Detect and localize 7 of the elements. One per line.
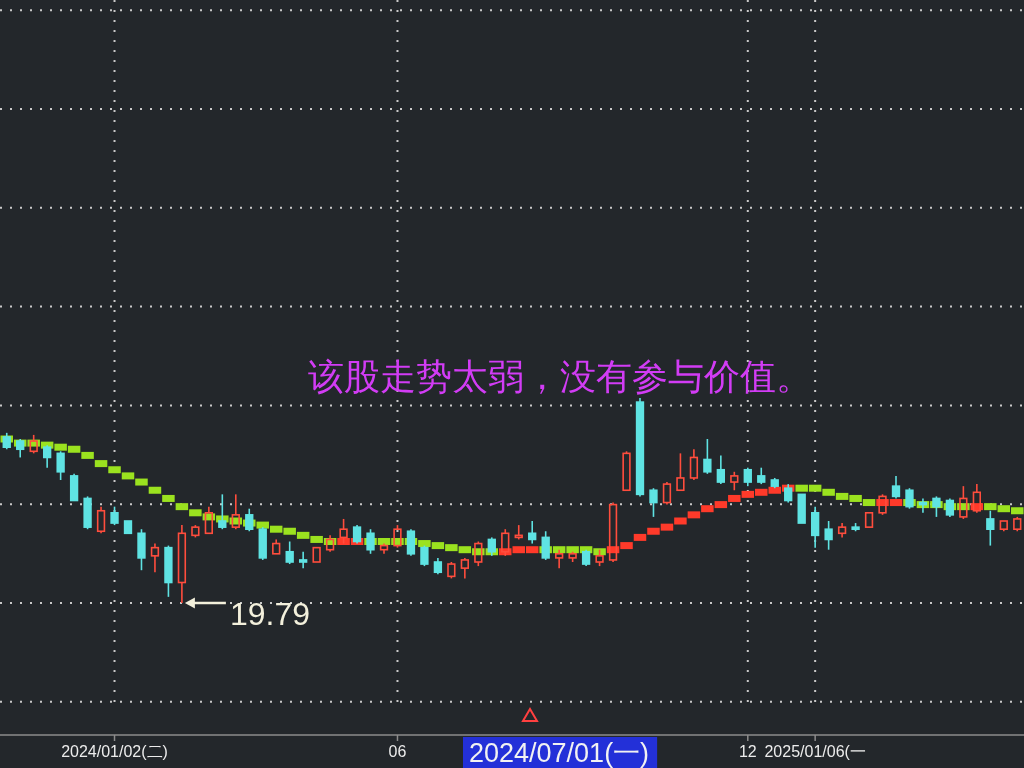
annotation: 该股走势太弱，没有参与价值。	[308, 356, 812, 397]
x-tick-label: 2025/01/06(一	[764, 743, 866, 760]
x-tick-label: 06	[388, 743, 407, 760]
annotation: 19.79	[229, 596, 310, 632]
x-tick-label: 2024/01/02(二)	[61, 743, 168, 760]
x-tick-label: 12	[738, 743, 757, 760]
annotation: 2024/07/01(一)	[469, 738, 650, 768]
